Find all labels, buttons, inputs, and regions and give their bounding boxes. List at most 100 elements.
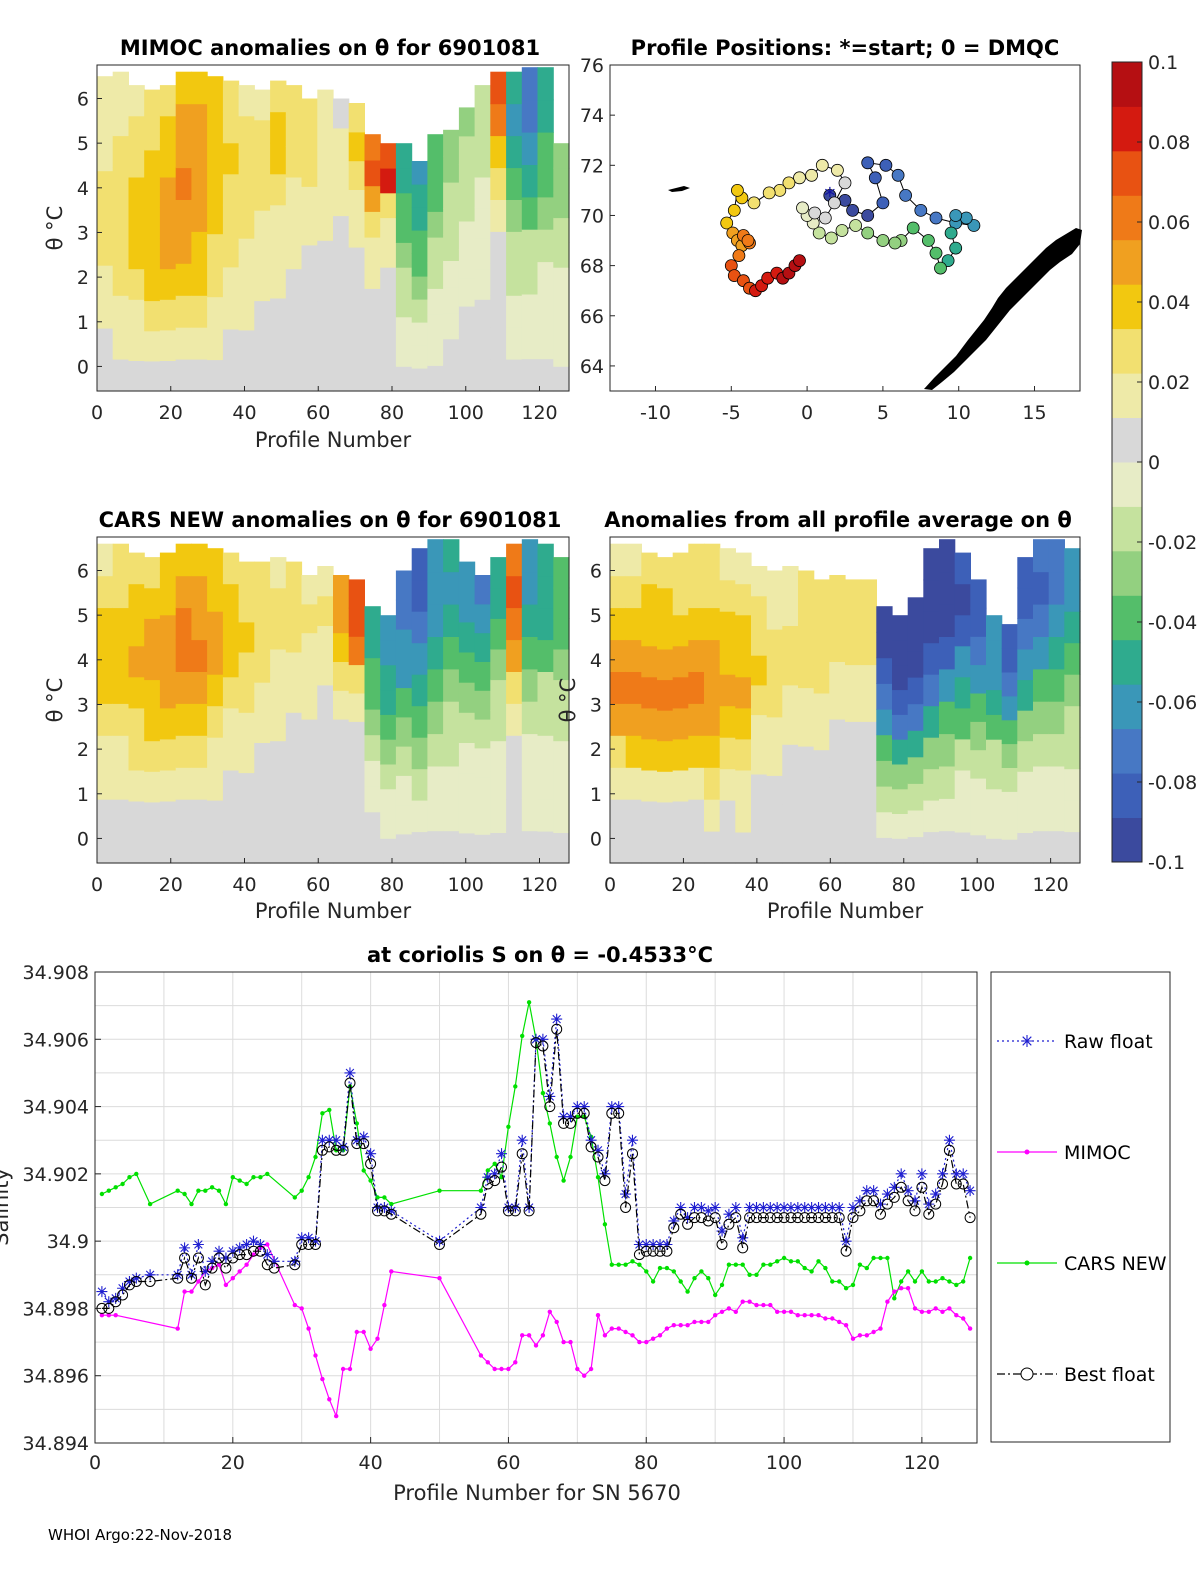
colorbar-segment bbox=[1112, 728, 1142, 774]
profile-position-marker bbox=[805, 168, 818, 182]
mimoc-heatmap-cell bbox=[506, 359, 523, 392]
mimoc-heatmap-cell bbox=[333, 215, 350, 246]
cars-heatmap-cell bbox=[301, 575, 318, 605]
cars-new-point bbox=[850, 1282, 856, 1288]
mimoc-heatmap-cell bbox=[348, 333, 365, 363]
best-float-point bbox=[268, 1262, 280, 1274]
mimoc-heatmap-cell bbox=[537, 164, 554, 198]
allavg-heatmap-cell bbox=[986, 639, 1003, 666]
raw-float-point bbox=[757, 1202, 769, 1213]
cars-heatmap-cell bbox=[301, 719, 318, 749]
cars-xlabel: Profile Number bbox=[255, 899, 412, 923]
mimoc-heatmap-cell bbox=[474, 207, 491, 239]
cars-new-point bbox=[320, 1111, 325, 1116]
salinity-ytick-label: 34.908 bbox=[23, 962, 89, 984]
allavg-heatmap-cell bbox=[610, 607, 627, 641]
mimoc-xtick-label: 20 bbox=[159, 402, 183, 424]
mimoc-heatmap-cell bbox=[254, 210, 271, 241]
best-float-point bbox=[771, 1212, 783, 1224]
cars-heatmap-cell bbox=[254, 742, 271, 774]
colorbar-segment bbox=[1112, 595, 1142, 641]
best-float-point bbox=[186, 1272, 197, 1284]
cars-heatmap-cell bbox=[474, 690, 491, 720]
allavg-heatmap-cell bbox=[829, 776, 846, 806]
raw-float-point bbox=[475, 1202, 487, 1213]
allavg-heatmap-cell bbox=[954, 769, 971, 802]
mimoc-heatmap-cell bbox=[175, 359, 192, 392]
allavg-heatmap-cell bbox=[1033, 765, 1050, 799]
mimoc-point bbox=[664, 1326, 670, 1331]
allavg-heatmap-cell bbox=[641, 800, 658, 833]
best-float-point bbox=[220, 1262, 232, 1274]
mimoc-heatmap-cell bbox=[175, 231, 192, 264]
cars-heatmap-cell bbox=[144, 771, 161, 803]
cars-heatmap-cell bbox=[537, 575, 554, 609]
allavg-heatmap-cell bbox=[719, 800, 736, 833]
best-float-point bbox=[227, 1252, 239, 1264]
best-float-point bbox=[544, 1101, 556, 1113]
mimoc-point bbox=[823, 1316, 828, 1321]
cars-new-point bbox=[237, 1178, 242, 1183]
allavg-heatmap-cell bbox=[798, 804, 815, 835]
mimoc-heatmap-cell bbox=[222, 204, 240, 237]
profile-position-marker bbox=[891, 168, 905, 182]
allavg-heatmap-cell bbox=[657, 801, 674, 833]
cars-heatmap-cell bbox=[270, 771, 287, 803]
raw-float-point bbox=[737, 1232, 749, 1244]
allavg-heatmap-cell bbox=[954, 614, 971, 647]
profile-position-marker bbox=[849, 219, 862, 232]
best-float-point bbox=[489, 1175, 501, 1187]
allavg-heatmap-cell bbox=[876, 606, 893, 633]
mimoc-heatmap-cell bbox=[285, 360, 303, 392]
allavg-heatmap-cell bbox=[954, 583, 971, 616]
mimoc-point bbox=[719, 1309, 725, 1315]
cars-heatmap-cell bbox=[348, 579, 365, 609]
cars-heatmap-cell bbox=[537, 831, 554, 864]
allavg-heatmap-cell bbox=[704, 703, 721, 736]
profile-position-marker bbox=[835, 224, 849, 237]
allavg-heatmap-cell bbox=[1017, 710, 1034, 742]
raw-float-point bbox=[358, 1131, 370, 1143]
cars-heatmap-cell bbox=[159, 832, 177, 864]
cars-heatmap-cell bbox=[380, 739, 397, 765]
best-float-point bbox=[254, 1245, 266, 1257]
cars-heatmap-cell bbox=[333, 603, 350, 634]
salinity-panel: at coriolis S on θ = -0.4533°C 0 20 40 60 80… bbox=[0, 943, 978, 1505]
mimoc-heatmap-cell bbox=[207, 328, 224, 361]
mimoc-heatmap-cell bbox=[490, 135, 507, 169]
allavg-heatmap-cell bbox=[939, 604, 956, 637]
raw-float-point bbox=[220, 1252, 232, 1264]
mimoc-point bbox=[382, 1302, 387, 1308]
allavg-heatmap-cell bbox=[1017, 740, 1034, 772]
allavg-heatmap-cell bbox=[813, 664, 830, 694]
mimoc-heatmap-cell bbox=[238, 115, 255, 147]
mimoc-heatmap-cell bbox=[537, 132, 554, 165]
allavg-heatmap-cell bbox=[954, 552, 971, 585]
allavg-heatmap-cell bbox=[1064, 642, 1081, 675]
raw-float-point bbox=[192, 1239, 204, 1251]
cars-new-point bbox=[843, 1286, 849, 1291]
allavg-heatmap-cell bbox=[907, 809, 924, 838]
mimoc-heatmap-cell bbox=[254, 149, 271, 181]
mimoc-heatmap-cell bbox=[301, 157, 318, 187]
allavg-heatmap-cell bbox=[610, 767, 627, 800]
cars-new-point bbox=[230, 1175, 235, 1180]
raw-float-point bbox=[323, 1134, 335, 1146]
positions-xtick-label: 0 bbox=[801, 402, 813, 424]
cars-heatmap-cell bbox=[238, 802, 255, 834]
cars-heatmap-cell bbox=[285, 742, 303, 774]
allavg-heatmap-cell bbox=[923, 705, 940, 738]
mimoc-heatmap-cell bbox=[474, 299, 491, 331]
raw-float-point bbox=[723, 1208, 735, 1220]
cars-heatmap-cell bbox=[238, 591, 255, 623]
cars-heatmap-cell bbox=[490, 740, 507, 772]
cars-heatmap-cell bbox=[238, 712, 255, 743]
best-float-point bbox=[813, 1212, 824, 1224]
mimoc-heatmap-cell bbox=[411, 161, 428, 185]
legend-mimoc-marker bbox=[1024, 1149, 1030, 1155]
raw-float-point bbox=[330, 1134, 342, 1146]
best-float-point bbox=[861, 1195, 873, 1207]
allavg-heatmap-cell bbox=[641, 738, 658, 771]
mimoc-heatmap-cell bbox=[128, 115, 145, 147]
